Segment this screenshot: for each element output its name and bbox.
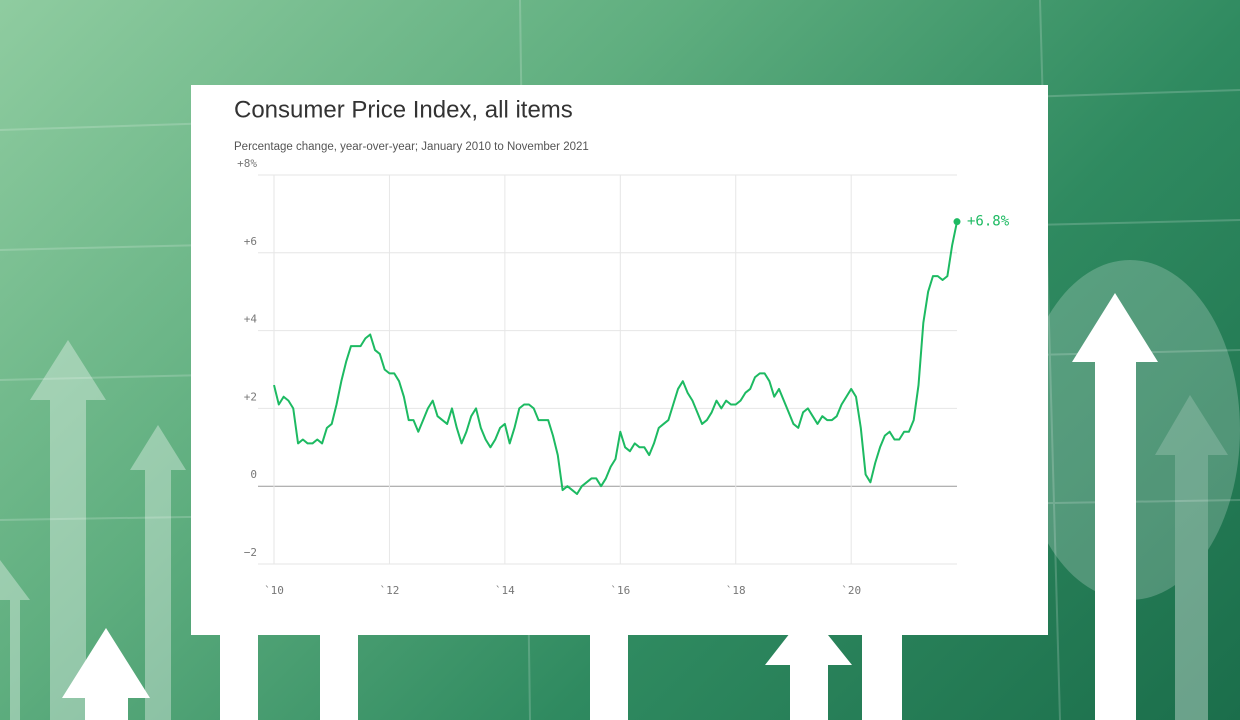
y-tick-label: −2 <box>244 546 257 559</box>
chart-title: Consumer Price Index, all items <box>234 96 573 123</box>
x-tick-label: `18 <box>726 584 746 597</box>
end-label: +6.8% <box>967 214 1010 230</box>
y-tick-label: +6 <box>244 235 257 248</box>
end-point <box>953 218 961 226</box>
y-tick-label: +8% <box>237 157 257 170</box>
x-tick-label: `16 <box>610 584 630 597</box>
x-tick-label: `20 <box>841 584 861 597</box>
x-tick-label: `12 <box>379 584 399 597</box>
chart-card: Consumer Price Index, all items Percenta… <box>191 85 1048 635</box>
y-tick-label: +2 <box>244 390 257 403</box>
white-arrows <box>62 293 1158 720</box>
y-tick-label: 0 <box>250 468 257 481</box>
data-line <box>273 221 958 495</box>
x-tick-label: `14 <box>495 584 515 597</box>
chart: Consumer Price Index, all items Percenta… <box>234 96 1010 597</box>
x-tick-label: `10 <box>264 584 284 597</box>
y-tick-label: +4 <box>244 313 258 326</box>
chart-subtitle: Percentage change, year-over-year; Janua… <box>234 141 589 153</box>
